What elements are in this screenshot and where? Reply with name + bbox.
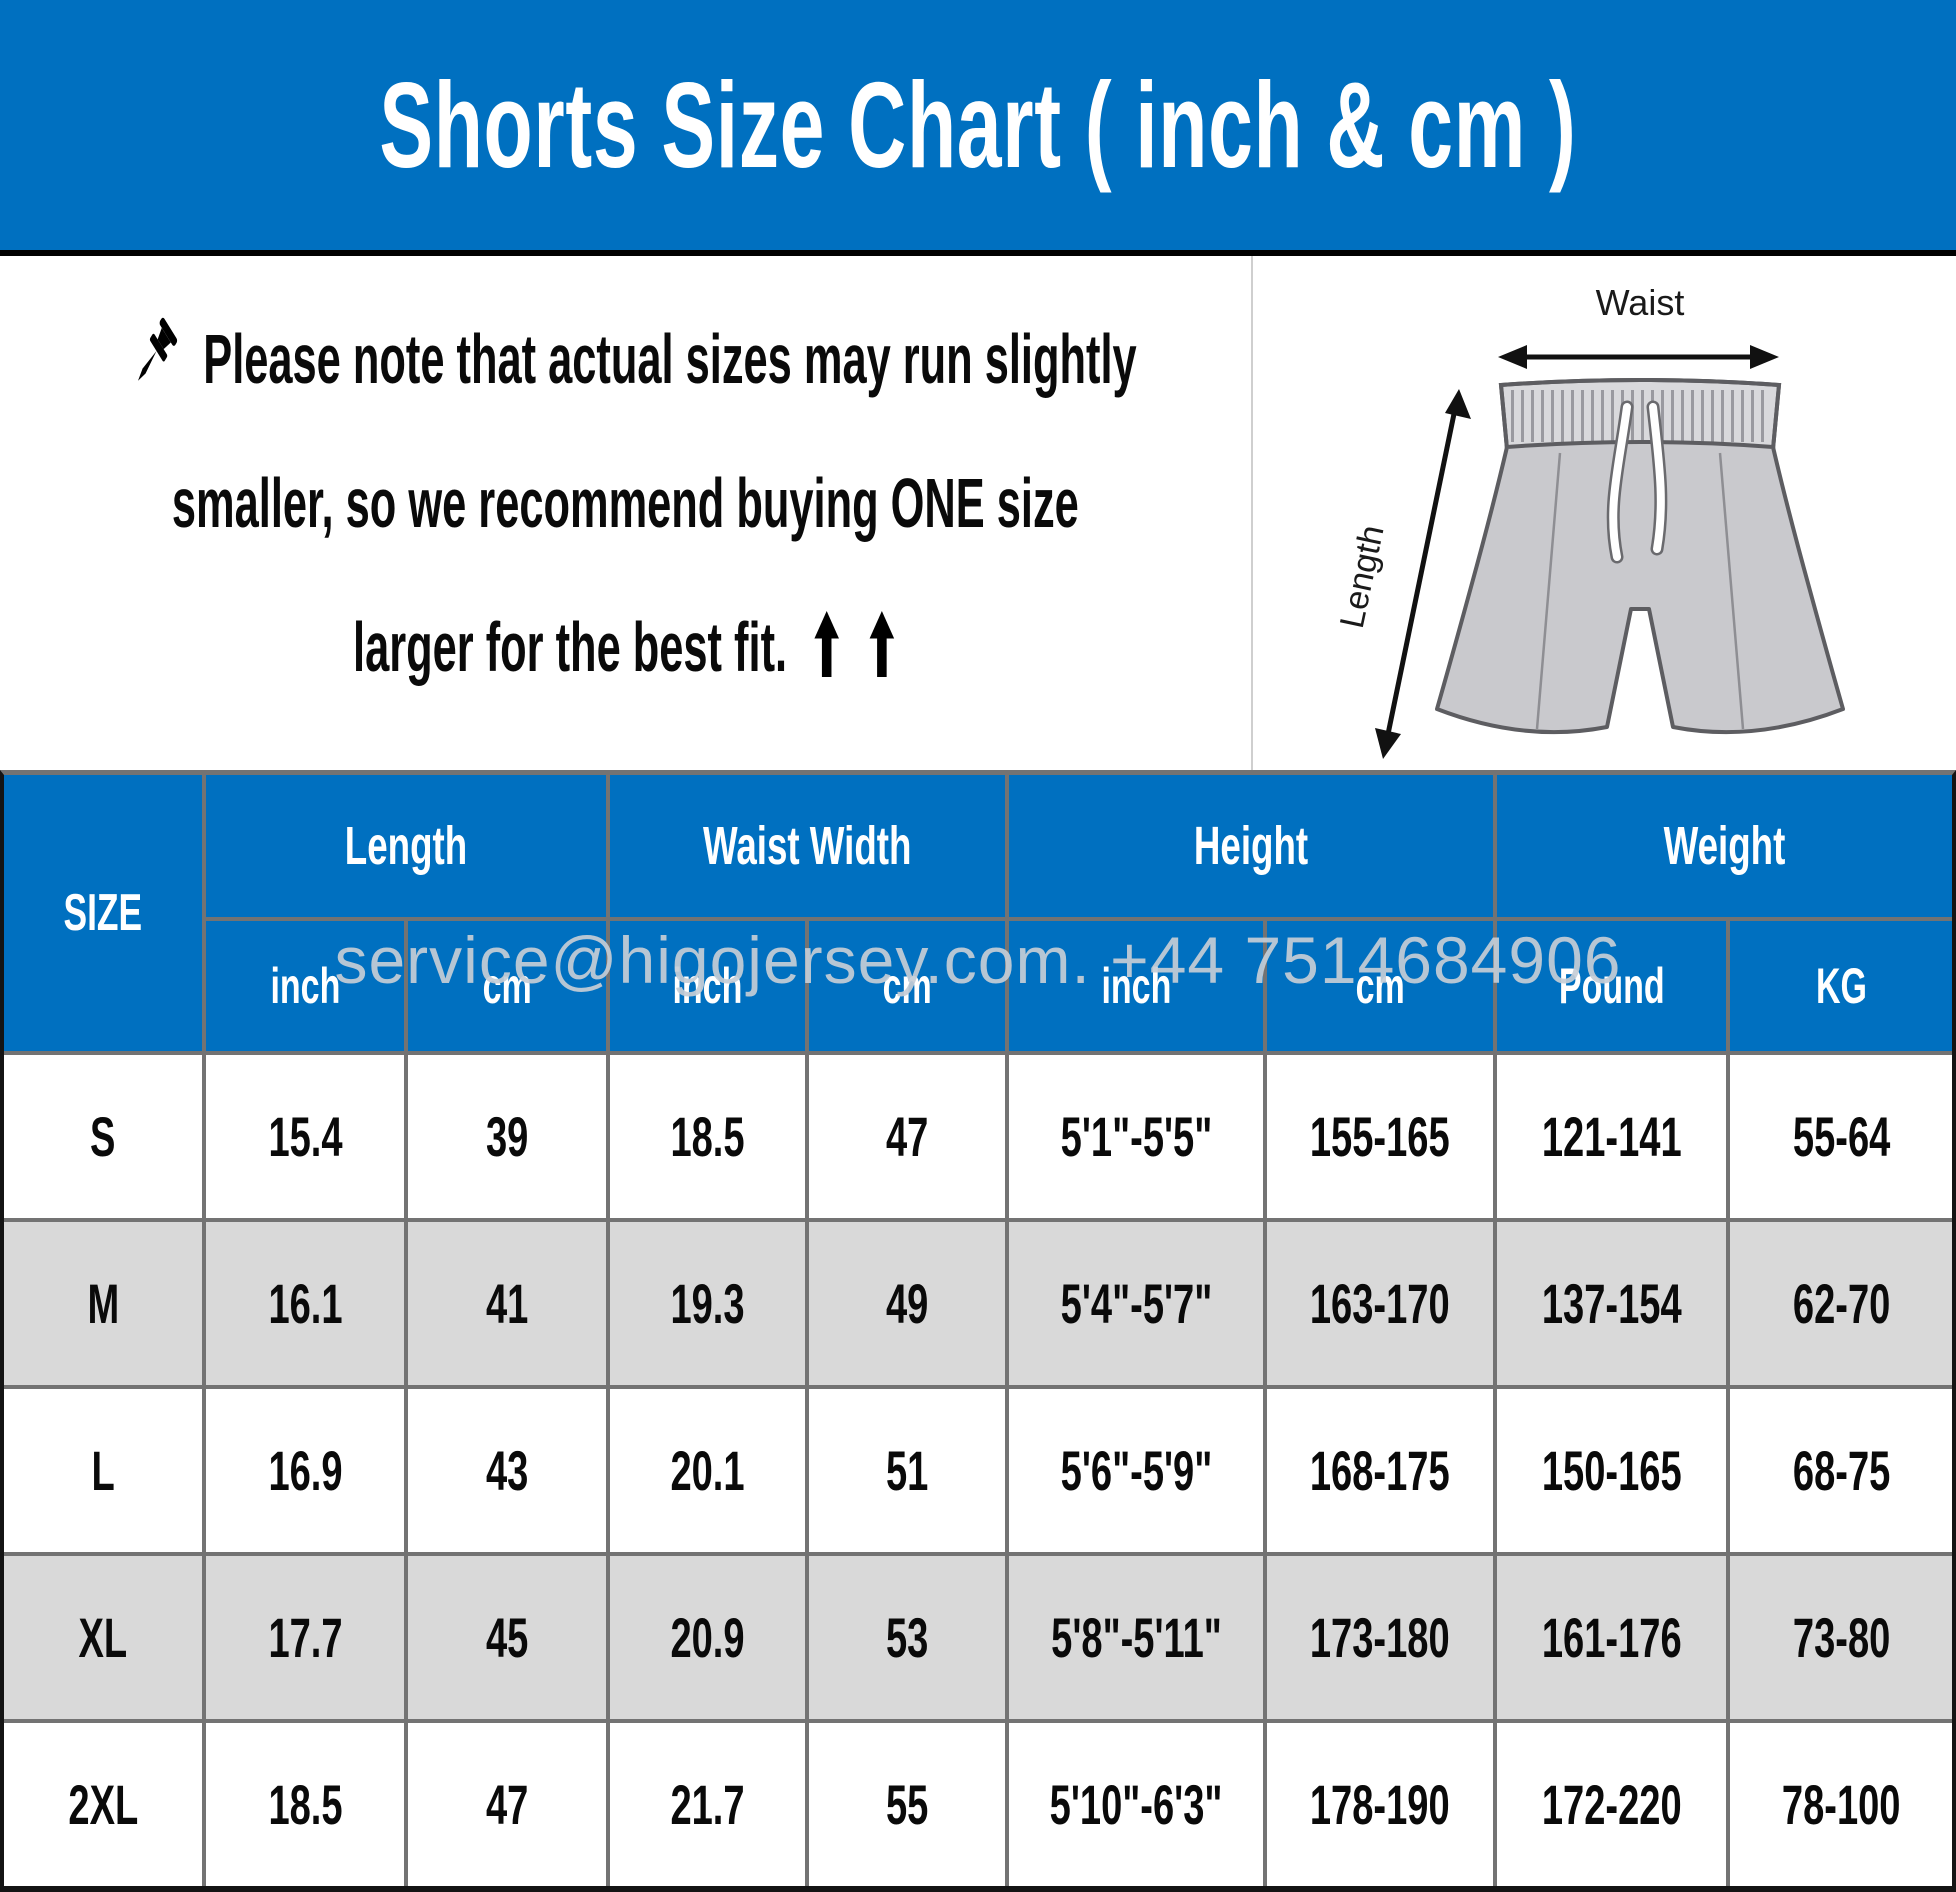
length-label: Length [1332, 522, 1391, 632]
col-sub-weight-kg: KG [1730, 921, 1952, 1051]
table-cell: 5'10"-6'3" [1009, 1723, 1264, 1886]
table-cell: 21.7 [610, 1723, 806, 1886]
table-cell: 47 [408, 1723, 607, 1886]
table-cell: 18.5 [610, 1055, 806, 1218]
middle-section: Please note that actual sizes may run sl… [0, 256, 1956, 770]
table-cell: 53 [809, 1556, 1006, 1719]
col-sub-height-cm: cm [1267, 921, 1493, 1051]
table-cell: 178-190 [1267, 1723, 1493, 1886]
table-cell: 121-141 [1496, 1055, 1727, 1218]
page-title: Shorts Size Chart ( inch & cm ) [379, 57, 1577, 193]
row-l-size: L [4, 1389, 202, 1552]
table-cell: 20.9 [610, 1556, 806, 1719]
note-text-line2: smaller, so we recommend buying ONE size [172, 464, 1079, 542]
shorts-measurement-illustration: Waist [1332, 282, 1845, 759]
note-text-line3: larger for the best fit. [352, 608, 788, 686]
table-cell: 51 [809, 1389, 1006, 1552]
note-line-3: larger for the best fit. [186, 585, 1065, 729]
col-group-weight: Weight [1496, 775, 1952, 917]
col-sub-weight-pound: Pound [1496, 921, 1727, 1051]
table-cell: 47 [809, 1055, 1006, 1218]
note-line-2: smaller, so we recommend buying ONE size [0, 441, 1357, 585]
row-m-size: M [4, 1222, 202, 1385]
table-cell: 68-75 [1730, 1389, 1952, 1552]
col-sub-length-cm: cm [408, 921, 607, 1051]
note-area: Please note that actual sizes may run sl… [0, 256, 1253, 770]
table-cell: 17.7 [206, 1556, 405, 1719]
table-cell: 16.9 [206, 1389, 405, 1552]
table-cell: 5'1"-5'5" [1009, 1055, 1264, 1218]
row-s-size: S [4, 1055, 202, 1218]
shorts-body [1434, 440, 1845, 735]
title-banner: Shorts Size Chart ( inch & cm ) [0, 0, 1956, 256]
table-cell: 163-170 [1267, 1222, 1493, 1385]
table-cell: 19.3 [610, 1222, 806, 1385]
waistband [1498, 378, 1781, 452]
table-cell: 39 [408, 1055, 607, 1218]
col-sub-height-inch: inch [1009, 921, 1264, 1051]
table-cell: 73-80 [1730, 1556, 1952, 1719]
table-cell: 155-165 [1267, 1055, 1493, 1218]
col-group-length: Length [206, 775, 607, 917]
length-arrow [1374, 389, 1471, 759]
table-cell: 16.1 [206, 1222, 405, 1385]
table-cell: 49 [809, 1222, 1006, 1385]
up-arrow-icon [869, 611, 895, 677]
note-text-line1: Please note that actual sizes may run sl… [203, 320, 1137, 398]
table-cell: 15.4 [206, 1055, 405, 1218]
col-group-waist-width: Waist Width [610, 775, 1006, 917]
table-cell: 43 [408, 1389, 607, 1552]
waist-arrow [1497, 345, 1779, 369]
table-cell: 5'8"-5'11" [1009, 1556, 1264, 1719]
table-cell: 55 [809, 1723, 1006, 1886]
table-cell: 150-165 [1496, 1389, 1727, 1552]
col-sub-waist-inch: inch [610, 921, 806, 1051]
table-cell: 62-70 [1730, 1222, 1952, 1385]
table-cell: 161-176 [1496, 1556, 1727, 1719]
pushpin-icon [138, 317, 178, 381]
table-cell: 137-154 [1496, 1222, 1727, 1385]
table-cell: 5'6"-5'9" [1009, 1389, 1264, 1552]
row-2xl-size: 2XL [4, 1723, 202, 1886]
shorts-diagram: Waist [1253, 256, 1956, 770]
table-cell: 172-220 [1496, 1723, 1727, 1886]
table-cell: 45 [408, 1556, 607, 1719]
col-sub-waist-cm: cm [809, 921, 1006, 1051]
waist-label: Waist [1595, 282, 1684, 323]
up-arrow-icon [814, 611, 839, 677]
table-cell: 18.5 [206, 1723, 405, 1886]
table-cell: 5'4"-5'7" [1009, 1222, 1264, 1385]
table-cell: 78-100 [1730, 1723, 1952, 1886]
table-cell: 55-64 [1730, 1055, 1952, 1218]
row-xl-size: XL [4, 1556, 202, 1719]
table-cell: 41 [408, 1222, 607, 1385]
table-cell: 168-175 [1267, 1389, 1493, 1552]
drawstring [1606, 400, 1667, 564]
col-sub-length-inch: inch [206, 921, 405, 1051]
size-table: SIZE Length Waist Width Height Weight in… [0, 770, 1956, 1892]
note-line-1: Please note that actual sizes may run sl… [0, 297, 1450, 441]
table-cell: 20.1 [610, 1389, 806, 1552]
col-group-height: Height [1009, 775, 1493, 917]
table-cell: 173-180 [1267, 1556, 1493, 1719]
col-header-size: SIZE [4, 775, 202, 1051]
